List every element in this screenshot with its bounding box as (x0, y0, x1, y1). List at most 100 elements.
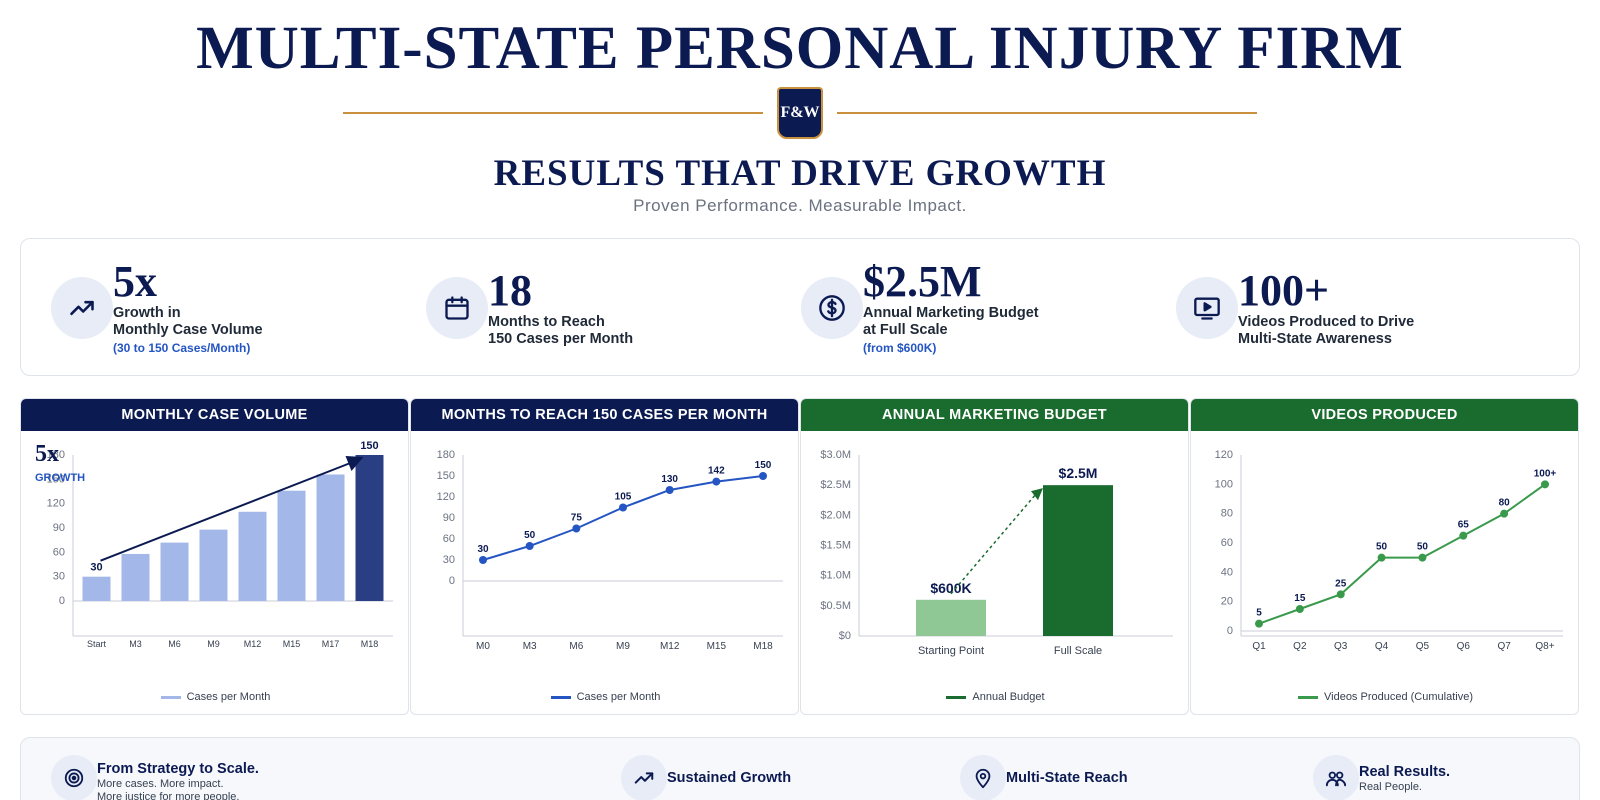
chart-legend: Cases per Month (21, 691, 408, 703)
chart-panel-videos: VIDEOS PRODUCED 0 20 40 60 80 100 120 5 Q1 15 Q2 25… (1190, 398, 1579, 715)
data-point (759, 472, 767, 480)
bottom-item-strategy: From Strategy to Scale. More cases. More… (51, 755, 259, 800)
legend-label: Annual Budget (972, 691, 1045, 703)
x-tick-label: Starting Point (918, 645, 984, 657)
data-point (1295, 605, 1304, 613)
bar (916, 599, 986, 636)
growth-dashed-arrow (950, 494, 1036, 595)
bottom-item-growth: Sustained Growth (621, 755, 791, 800)
calendar-icon (426, 277, 488, 339)
data-label: $600K (930, 580, 971, 596)
bottom-sub: Real People. (1359, 781, 1422, 793)
stat-label: Videos Produced to Drive (1238, 314, 1415, 330)
x-tick-label: M3 (523, 641, 537, 652)
x-tick-label: Full Scale (1054, 645, 1102, 657)
y-tick-label: 180 (437, 449, 455, 461)
section-subtitle: RESULTS THAT DRIVE GROWTH (493, 153, 1107, 194)
data-point (1459, 531, 1468, 540)
data-point (1541, 480, 1549, 489)
tagline: Proven Performance. Measurable Impact. (633, 196, 967, 215)
data-label: $2.5M (1059, 465, 1098, 481)
chart-title: MONTHS TO REACH 150 CASES PER MONTH (411, 399, 798, 431)
data-label: 30 (477, 544, 489, 555)
data-point (1336, 590, 1345, 599)
bottom-title: Real Results. (1359, 764, 1451, 780)
x-tick-label: Q8+ (1535, 641, 1554, 652)
bottom-item-reach: Multi-State Reach (960, 755, 1128, 800)
data-label: 50 (524, 530, 536, 541)
x-tick-label: Q3 (1334, 641, 1348, 652)
divider-right (837, 112, 1257, 114)
chart-legend: Videos Produced (Cumulative) (1191, 691, 1578, 703)
trend-up-icon (51, 277, 113, 339)
y-tick-label: 0 (59, 595, 65, 607)
legend-label: Videos Produced (Cumulative) (1324, 691, 1473, 703)
stat-label: Months to Reach (488, 314, 605, 330)
legend-swatch (1298, 695, 1318, 699)
x-tick-label: Q6 (1457, 641, 1471, 652)
data-label: 150 (360, 440, 378, 452)
growth-arrow-line (100, 460, 356, 562)
growth-arrow-head (1031, 488, 1043, 501)
data-point (1255, 619, 1263, 628)
trend-up-icon (621, 755, 667, 800)
growth-multiplier: 5x (35, 441, 59, 467)
x-tick-label: M17 (322, 639, 340, 649)
stat-label: Growth in (113, 305, 181, 321)
y-tick-label: 120 (1215, 449, 1233, 461)
stats-card: 5x Growth in Monthly Case Volume (30 to … (20, 238, 1580, 376)
chart-title: MONTHLY CASE VOLUME (21, 399, 408, 431)
data-label: 75 (571, 513, 583, 524)
x-tick-label: M6 (569, 641, 583, 652)
bar (160, 542, 189, 601)
y-tick-label: 80 (1221, 508, 1233, 520)
series-line (482, 475, 764, 561)
chart-panel-months-to-150: MONTHS TO REACH 150 CASES PER MONTH 0 30 6… (410, 398, 799, 715)
chart-panel-marketing-budget: ANNUAL MARKETING BUDGET $0 $0.5M $1.0M $1.5… (800, 398, 1189, 715)
data-point (1418, 553, 1427, 562)
y-tick-label: $2.0M (820, 509, 851, 521)
growth-label: GROWTH (35, 472, 85, 484)
data-point (619, 503, 627, 512)
video-monitor-icon (1176, 277, 1238, 339)
data-label: 50 (1376, 542, 1388, 553)
marketing-budget-chart: $0 $0.5M $1.0M $1.5M $2.0M $2.5M $3.0M $600K Sta… (820, 449, 1173, 657)
divider-left (343, 112, 763, 114)
stat-label: Multi-State Awareness (1238, 331, 1392, 347)
y-tick-label: 60 (1221, 537, 1233, 549)
data-point (479, 556, 487, 564)
legend-swatch (946, 695, 967, 699)
bar (1043, 485, 1113, 636)
y-tick-label: $3.0M (820, 449, 851, 461)
firm-crest-logo: F&W (777, 87, 823, 139)
y-tick-label: 60 (53, 546, 65, 558)
chart-title: VIDEOS PRODUCED (1191, 399, 1578, 431)
data-label: 150 (755, 460, 772, 471)
x-tick-label: M12 (660, 641, 680, 652)
y-tick-label: 30 (53, 571, 65, 583)
x-tick-label: M18 (753, 641, 773, 652)
x-tick-label: M3 (129, 639, 142, 649)
bar (316, 474, 345, 601)
x-tick-label: M6 (168, 639, 181, 649)
data-label: 130 (661, 474, 678, 485)
chart-title: ANNUAL MARKETING BUDGET (801, 399, 1188, 431)
y-tick-label: 90 (443, 512, 455, 524)
x-tick-label: Start (87, 639, 107, 649)
x-tick-label: Q4 (1375, 641, 1389, 652)
data-label: 25 (1335, 578, 1347, 589)
stat-value: 18 (488, 266, 532, 315)
chart-panel-case-volume: MONTHLY CASE VOLUME 0 30 60 90 120 150 180 Star… (20, 398, 409, 715)
bar (199, 529, 228, 601)
bottom-sub: More cases. More impact. (97, 778, 224, 790)
bar (238, 511, 267, 601)
data-label: 15 (1294, 593, 1306, 604)
target-icon (51, 755, 97, 800)
y-tick-label: 30 (443, 554, 455, 566)
data-label: 105 (615, 492, 632, 503)
y-tick-label: 120 (437, 491, 455, 503)
x-tick-label: Q2 (1293, 641, 1307, 652)
data-point (665, 486, 674, 494)
y-tick-label: 20 (1221, 596, 1233, 608)
x-tick-label: M15 (707, 641, 727, 652)
